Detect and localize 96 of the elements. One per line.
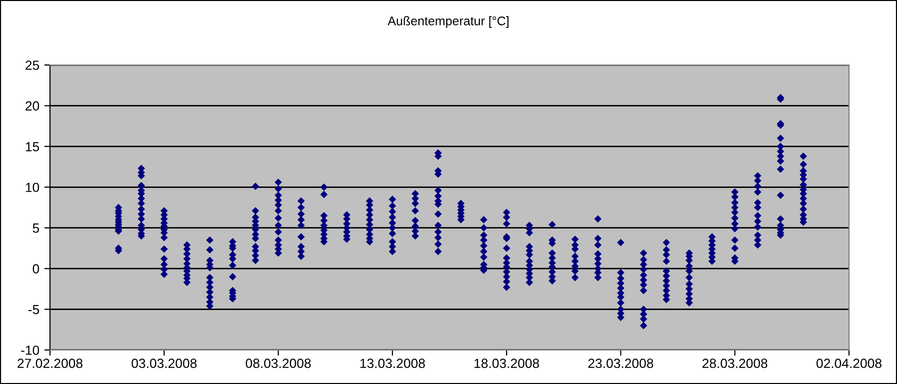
- point: [754, 218, 762, 226]
- y-tick-label: 15: [26, 142, 40, 152]
- x-tick-label: 28.03.2008: [702, 358, 768, 368]
- point: [776, 192, 784, 199]
- point: [434, 222, 442, 230]
- point: [502, 284, 510, 291]
- point: [228, 262, 236, 269]
- point: [160, 245, 168, 253]
- point: [480, 216, 488, 224]
- point: [617, 238, 624, 246]
- point: [594, 234, 602, 242]
- point: [776, 166, 784, 173]
- point: [320, 190, 328, 198]
- point: [731, 244, 739, 252]
- x-tick-label: 27.02.2008: [18, 358, 82, 368]
- point: [274, 207, 282, 214]
- point: [640, 266, 648, 274]
- point: [274, 178, 282, 186]
- point: [662, 238, 670, 246]
- y-tick-label: 5: [32, 224, 40, 233]
- chart-title: Außentemperatur [°C]: [388, 16, 508, 28]
- point: [480, 253, 488, 261]
- x-tick-label: 23.03.2008: [588, 358, 654, 368]
- point: [640, 286, 648, 294]
- point: [297, 197, 305, 205]
- point: [388, 230, 396, 238]
- point: [388, 196, 396, 204]
- point: [297, 222, 305, 230]
- point: [274, 214, 282, 222]
- point: [640, 322, 648, 330]
- point: [686, 274, 693, 282]
- point: [160, 255, 168, 262]
- point: [252, 207, 260, 214]
- y-tick-label: -5: [28, 304, 40, 314]
- point: [502, 244, 510, 252]
- point: [297, 210, 305, 218]
- point: [502, 214, 510, 221]
- point: [731, 214, 739, 222]
- y-tick-label: 25: [26, 60, 40, 70]
- point: [640, 281, 648, 289]
- point: [388, 224, 396, 232]
- point: [252, 182, 260, 190]
- x-tick-label: 08.03.2008: [246, 358, 311, 368]
- point: [800, 160, 808, 168]
- point: [800, 205, 808, 213]
- point: [297, 252, 305, 260]
- point: [594, 215, 602, 223]
- point: [434, 186, 442, 194]
- y-tick-label: -10: [21, 346, 40, 355]
- x-tick-label: 18.03.2008: [474, 358, 540, 368]
- point: [434, 240, 442, 248]
- point: [617, 268, 624, 276]
- point: [662, 258, 670, 265]
- point: [297, 216, 305, 224]
- point: [274, 222, 282, 230]
- point: [412, 207, 419, 214]
- point: [228, 273, 236, 280]
- point: [388, 202, 396, 210]
- point: [571, 274, 579, 282]
- point: [640, 249, 648, 257]
- point: [617, 299, 624, 306]
- x-tick-label: 02.04.2008: [816, 358, 882, 368]
- point: [800, 152, 808, 160]
- y-tick-label: 20: [26, 101, 40, 111]
- x-tick-label: 03.03.2008: [132, 358, 197, 368]
- point: [274, 185, 282, 192]
- x-tick-label: 13.03.2008: [360, 358, 425, 368]
- point: [434, 234, 442, 242]
- point: [502, 220, 510, 228]
- point: [776, 215, 784, 223]
- point: [160, 270, 168, 278]
- point: [320, 183, 328, 191]
- point: [434, 248, 442, 256]
- point: [206, 246, 214, 254]
- point: [206, 236, 214, 244]
- y-tick-label: 0: [32, 264, 40, 274]
- point: [662, 251, 670, 258]
- point: [434, 228, 442, 236]
- point: [731, 208, 739, 216]
- point: [297, 204, 305, 212]
- point: [731, 236, 739, 244]
- point: [754, 188, 762, 196]
- point: [388, 208, 396, 216]
- point: [754, 212, 762, 220]
- point: [297, 233, 305, 240]
- point: [480, 224, 488, 232]
- point: [754, 182, 762, 190]
- point: [594, 241, 602, 249]
- point: [548, 220, 556, 228]
- point: [754, 223, 762, 231]
- point: [388, 214, 396, 221]
- y-tick-label: 10: [26, 182, 40, 192]
- point: [274, 228, 282, 236]
- point: [480, 242, 488, 250]
- point: [776, 134, 784, 142]
- point: [434, 210, 442, 218]
